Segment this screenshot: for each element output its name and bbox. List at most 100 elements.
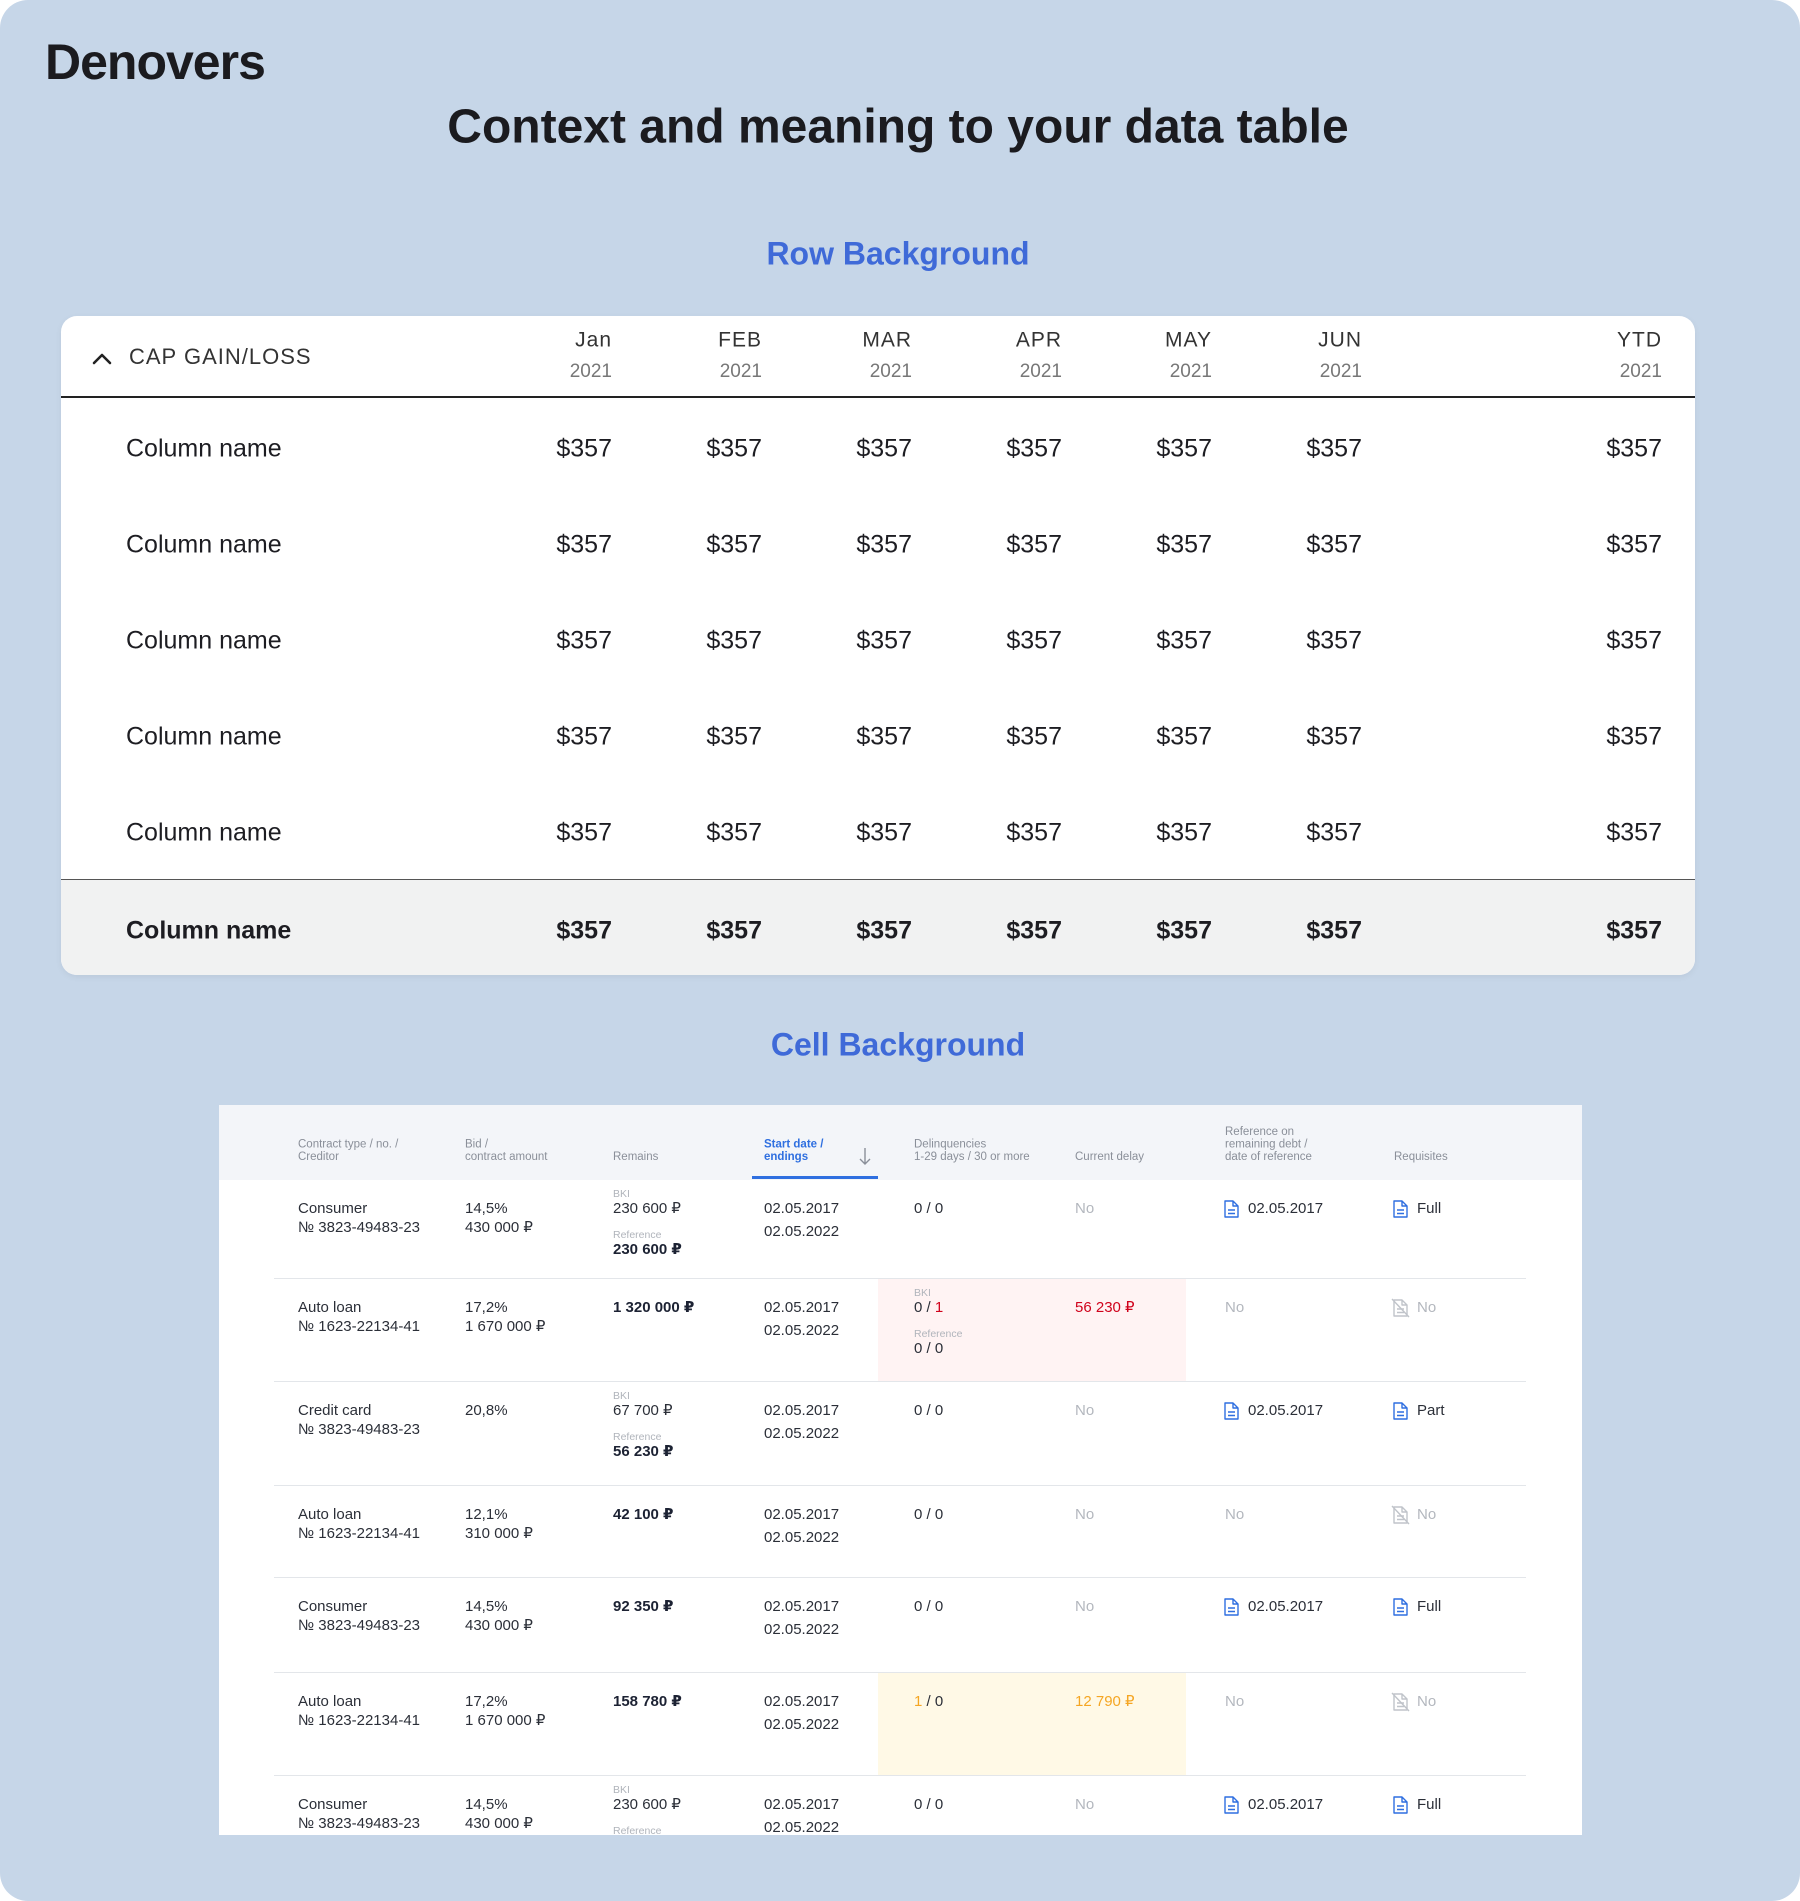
column-month: MAY [1165,329,1212,352]
current-delay: No [1075,1598,1094,1615]
row-cell: $357 [856,435,912,463]
delinquency: 0 / 0 [914,1506,943,1523]
reference-date: 02.05.2017 [1248,1796,1323,1813]
collapse-caret[interactable] [92,353,112,365]
column-header: Contract type / no. / [298,1139,399,1151]
contract-amount: 1 670 000 ₽ [465,1318,546,1335]
requisites: Part [1417,1402,1445,1419]
row-cell: $357 [856,819,912,847]
row-cell: $357 [1156,435,1212,463]
contract-number: № 1623-22134-41 [298,1318,420,1335]
bid: 14,5% [465,1200,508,1217]
start-date: 02.05.2017 [764,1506,839,1523]
row-cell: $357 [556,531,612,559]
row-name: Column name [126,819,282,847]
column-year: 2021 [1170,361,1212,382]
contract-type: Auto loan [298,1693,361,1710]
remains-label: Reference [613,1431,662,1443]
document-icon [1393,1200,1408,1218]
column-year: 2021 [870,361,912,382]
remains-bki: 67 700 ₽ [613,1402,673,1419]
column-header: Bid / [465,1139,489,1151]
row-cell: $357 [1156,723,1212,751]
row-cell: $357 [706,819,762,847]
cell-highlight [878,1279,1186,1382]
row-divider [274,1775,1526,1776]
contract-number: № 3823-49483-23 [298,1421,420,1438]
sort-arrow[interactable] [859,1148,871,1165]
row-cell: $357 [556,917,612,945]
delinquency: 0 / 0 [914,1598,943,1615]
row-cell: $357 [706,627,762,655]
row-cell: $357 [556,435,612,463]
start-date: 02.05.2017 [764,1796,839,1813]
current-delay: No [1075,1506,1094,1523]
row-divider [274,1278,1526,1279]
start-date: 02.05.2017 [764,1200,839,1217]
remains-reference: 56 230 ₽ [613,1443,673,1460]
total-row-background [61,879,1695,975]
end-date: 02.05.2022 [764,1621,839,1638]
row-cell: $357 [1156,627,1212,655]
delinquency-label: BKI [914,1287,931,1299]
column-month: APR [1016,329,1062,352]
remains-reference: 230 600 ₽ [613,1241,682,1258]
column-header: contract amount [465,1151,548,1163]
column-header: Remains [613,1151,659,1163]
remains: 1 320 000 ₽ [613,1299,694,1316]
remains-bki: 230 600 ₽ [613,1200,681,1217]
delinquency-reference: 0 / 0 [914,1340,943,1357]
contract-number: № 1623-22134-41 [298,1712,420,1729]
row-name: Column name [126,723,282,751]
reference-date: 02.05.2017 [1248,1200,1323,1217]
delinquency-part: / [922,1506,935,1523]
current-delay: No [1075,1200,1094,1217]
column-header: Reference on [1225,1126,1294,1138]
row-cell: $357 [1606,627,1662,655]
column-month: FEB [718,329,762,352]
column-year: 2021 [1020,361,1062,382]
row-cell: $357 [706,917,762,945]
row-name: Column name [126,435,282,463]
bid: 12,1% [465,1506,508,1523]
delinquency-part: 0 [935,1200,943,1217]
row-cell: $357 [1156,819,1212,847]
header-label: CAP GAIN/LOSS [129,344,312,369]
column-month: MAR [862,329,912,352]
row-name: Column name [126,917,291,945]
row-cell: $357 [1306,435,1362,463]
delinquency: 0 / 0 [914,1402,943,1419]
delinquency: 0 / 0 [914,1200,943,1217]
cell-table-header [219,1105,1582,1180]
reference-date: No [1225,1506,1244,1523]
column-header: 1-29 days / 30 or more [914,1151,1030,1163]
row-cell: $357 [1606,723,1662,751]
start-date: 02.05.2017 [764,1693,839,1710]
column-month: YTD [1617,329,1662,352]
bid: 20,8% [465,1402,508,1419]
row-cell: $357 [856,531,912,559]
contract-number: № 3823-49483-23 [298,1219,420,1236]
brand: Denovers [45,34,265,90]
document-icon [1393,1598,1408,1616]
contract-type: Consumer [298,1796,367,1813]
current-delay: No [1075,1402,1094,1419]
total-divider [61,879,1695,880]
current-delay: 56 230 ₽ [1075,1299,1135,1316]
contract-amount: 430 000 ₽ [465,1815,533,1832]
contract-type: Auto loan [298,1506,361,1523]
page-title: Context and meaning to your data table [447,101,1348,154]
delinquency-part: 0 [935,1598,943,1615]
delinquency-part: 1 [935,1299,943,1316]
contract-number: № 3823-49483-23 [298,1815,420,1832]
column-year: 2021 [1320,361,1362,382]
end-date: 02.05.2022 [764,1716,839,1733]
requisites: No [1417,1299,1436,1316]
start-date: 02.05.2017 [764,1299,839,1316]
row-name: Column name [126,627,282,655]
column-header: remaining debt / [1225,1139,1308,1151]
header-divider [61,396,1695,398]
delinquency-part: 0 [935,1796,943,1813]
row-cell: $357 [1006,531,1062,559]
